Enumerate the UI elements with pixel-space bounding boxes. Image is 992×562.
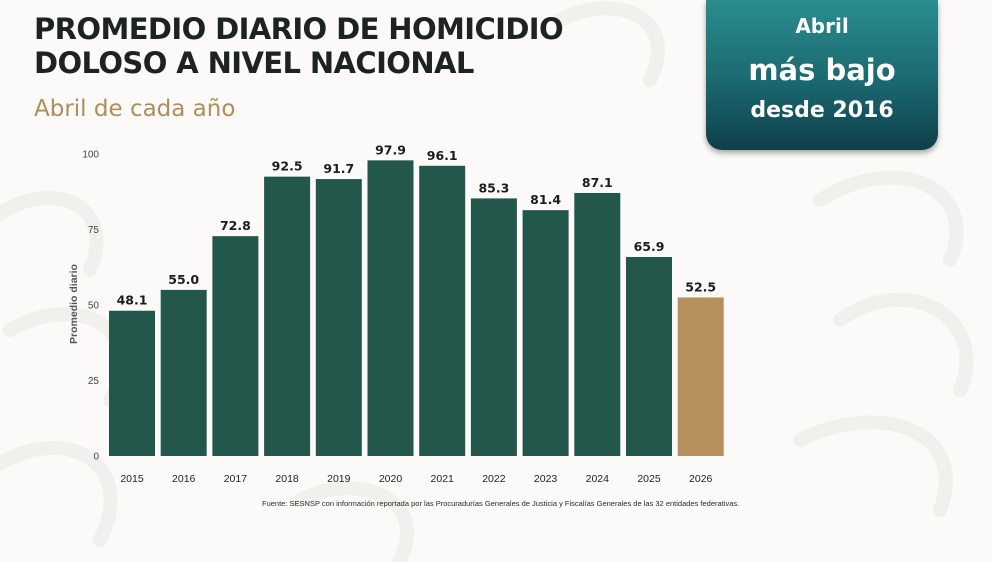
x-tick-label: 2016 [172,473,196,485]
x-tick-label: 2017 [224,473,248,485]
bar-2025 [626,256,672,456]
y-axis-label: Promedio diario [68,264,80,344]
bar-2017 [212,236,259,456]
x-tick-label: 2025 [637,473,661,485]
value-label: 96.1 [427,148,458,163]
page-title: PROMEDIO DIARIO DE HOMICIDIO DOLOSO A NI… [34,12,564,80]
value-label: 81.4 [530,192,561,207]
badge-line-2: más bajo [748,53,896,87]
x-tick-label: 2018 [275,473,299,485]
bar-2019 [315,179,362,457]
badge-line-3: desde 2016 [750,98,894,123]
title-line-2: DOLOSO A NIVEL NACIONAL [34,46,474,80]
bar-2016 [160,289,207,456]
value-label: 85.3 [478,180,509,195]
value-label: 48.1 [117,293,148,308]
value-label: 87.1 [582,175,613,190]
bar-2023 [522,210,569,456]
page-subtitle: Abril de cada año [34,96,236,122]
bar-2020 [367,160,414,457]
x-tick-label: 2022 [482,473,506,485]
bar-2015 [109,310,155,456]
highlight-badge: Abril más bajo desde 2016 [706,0,938,150]
y-tick-label: 25 [88,376,100,387]
x-tick-label: 2020 [379,473,403,485]
x-tick-label: 2019 [327,473,351,485]
x-tick-label: 2024 [586,473,610,485]
y-tick-label: 50 [88,301,100,312]
value-label: 92.5 [272,159,303,174]
x-tick-label: 2015 [120,473,144,485]
bar-2018 [264,176,311,456]
value-label: 55.0 [168,272,199,287]
bar-2024 [574,192,621,456]
x-tick-label: 2026 [689,473,713,485]
y-tick-label: 75 [88,225,100,236]
y-tick-label: 100 [82,150,99,161]
bar-2026 [677,297,724,456]
source-note: Fuente: SESNSP con información reportada… [262,499,740,508]
value-label: 52.5 [685,279,716,294]
value-label: 91.7 [323,161,354,176]
title-line-1: PROMEDIO DIARIO DE HOMICIDIO [34,12,564,46]
y-tick-label: 0 [93,452,99,463]
x-tick-label: 2021 [431,473,455,485]
badge-line-1: Abril [795,14,849,38]
bar-2022 [470,198,517,457]
value-label: 97.9 [375,142,406,157]
value-label: 72.8 [220,218,251,233]
value-label: 65.9 [634,239,665,254]
x-tick-label: 2023 [534,473,558,485]
bar-2021 [419,165,466,456]
